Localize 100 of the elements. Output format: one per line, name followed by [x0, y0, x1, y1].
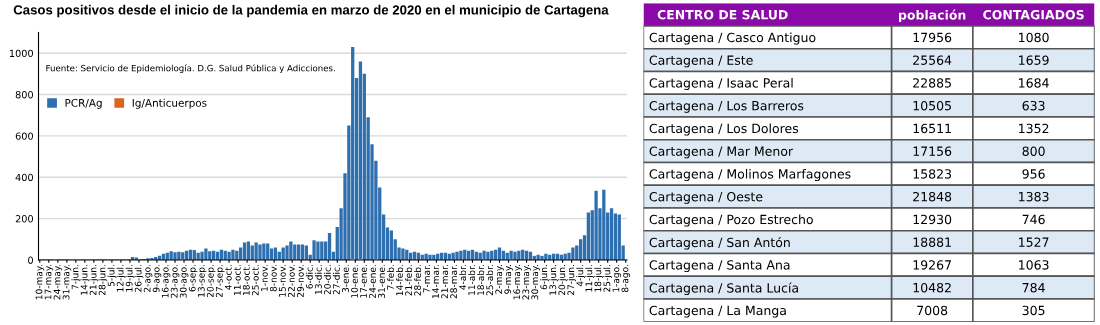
x-tick-label: 17-may.: [44, 265, 54, 300]
data-label: 16511: [913, 123, 951, 134]
x-tick-label: 10-ene.: [351, 265, 358, 298]
series-label: CONTAGIADOS: [983, 9, 1084, 20]
data-label: 633: [1022, 100, 1045, 111]
x-tick-label: 16-ago.: [161, 265, 171, 298]
x-tick-label: 14-mar.: [432, 265, 440, 298]
x-tick-label: 9-ago.: [152, 265, 162, 293]
x-tick-label: 16-may.: [513, 265, 522, 300]
x-tick-label: 24-ene.: [369, 265, 376, 298]
x-tick-label: 11-jul.: [585, 265, 595, 292]
category-label: Cartagena / Mar Menor: [649, 146, 794, 159]
x-tick-label: 28-jun.: [98, 265, 108, 296]
x-tick-label: 3-ene.: [342, 265, 349, 293]
data-label: 7008: [917, 305, 948, 316]
legend-label: Ig/Anticuerpos: [132, 98, 207, 109]
x-tick-label: 2-ago.: [143, 265, 153, 292]
category-label: Cartagena / Santa Lucía: [649, 282, 798, 296]
data-label: 305: [1022, 305, 1045, 316]
category-label: Cartagena / Oeste: [649, 191, 763, 204]
x-tick-label: 14-jun.: [80, 265, 90, 295]
x-tick-label: 19-jul.: [125, 265, 135, 292]
data-label: 19267: [913, 260, 951, 270]
x-tick-label: 22-nov.: [287, 265, 295, 298]
data-label: 800: [1022, 146, 1045, 156]
category-label: Cartagena / Casco Antiguo: [649, 32, 816, 45]
legend-label: PCR/Ag: [65, 98, 102, 109]
data-label: 1684: [1019, 78, 1049, 88]
data-label: 15823: [913, 169, 952, 179]
x-tick-label: 12-jul.: [116, 265, 126, 292]
text: CENTRO DE SALUD: [657, 9, 788, 20]
x-tick-label: 26-jul.: [134, 265, 144, 292]
x-tick-label: 14-feb.: [395, 265, 403, 296]
category-label: Cartagena / La Manga: [649, 305, 786, 318]
x-tick-label: 10-may.: [35, 265, 45, 300]
data-label: 22885: [913, 78, 951, 88]
y-tick-label: 0: [28, 256, 33, 264]
x-tick-label: 18-oct.: [242, 265, 250, 295]
data-label: 10482: [913, 282, 951, 293]
x-tick-label: 17-ene.: [360, 265, 367, 298]
x-tick-label: 8-ago.: [621, 265, 631, 293]
category-label: Cartagena / Los Dolores: [649, 123, 799, 136]
x-tick-label: 31-may.: [62, 265, 72, 300]
category-label: Cartagena / Molinos Marfagones: [649, 168, 851, 182]
data-label: 12930: [913, 214, 952, 225]
data-label: 1527: [1019, 237, 1049, 247]
x-tick-label: 5-jul.: [107, 265, 117, 287]
x-tick-label: 20-dic.: [323, 265, 331, 295]
data-label: 1080: [1019, 32, 1049, 43]
data-label: 1383: [1019, 191, 1049, 202]
chart-title: Casos positivos desde el inicio de la pandemia en marzo de 2020 en el municipio de Cartagena: [13, 4, 609, 18]
x-tick-label: 20-jun.: [558, 265, 567, 296]
data-label: 17156: [913, 146, 952, 156]
x-tick-label: 4-jul.: [576, 265, 586, 287]
x-tick-label: 21-jun.: [89, 265, 99, 296]
y-tick-label: 800: [15, 91, 33, 99]
data-label: 1659: [1019, 55, 1049, 65]
x-tick-label: 25-abr.: [486, 265, 494, 296]
x-tick-label: 7-feb.: [386, 265, 394, 290]
x-tick-label: 27-jun.: [567, 265, 576, 296]
annotation: Fuente: Servicio de Epidemiología. D.G. Salud Pública y Adicciones.: [46, 64, 335, 74]
data-label: 25564: [913, 55, 952, 65]
x-tick-label: 4-oct.: [225, 265, 232, 290]
data-label: 10505: [913, 100, 951, 111]
x-tick-label: 28-feb.: [414, 265, 421, 296]
x-tick-label: 25-oct.: [251, 265, 259, 296]
x-tick-label: 23-may.: [522, 265, 531, 300]
x-tick-label: 6-jun.: [540, 265, 549, 290]
x-tick-label: 29-nov.: [296, 265, 304, 298]
data-label: 746: [1022, 214, 1045, 225]
data-label: 1063: [1019, 260, 1049, 270]
x-tick-label: 4-abr.: [459, 265, 467, 290]
x-tick-label: 27-dic.: [332, 265, 340, 295]
x-tick-label: 7-jun.: [71, 265, 81, 290]
x-tick-label: 1-nov.: [261, 265, 268, 291]
x-tick-label: 9-may.: [504, 265, 513, 294]
x-tick-label: 30-may.: [531, 265, 540, 300]
category-label: Cartagena / Este: [649, 55, 753, 68]
y-tick-label: 400: [15, 173, 33, 182]
x-tick-label: 6-dic.: [305, 265, 313, 289]
category-label: Cartagena / San Antón: [649, 236, 790, 250]
y-tick-label: 1000: [9, 49, 33, 58]
x-tick-label: 6-sep.: [188, 265, 198, 292]
category-label: Cartagena / Los Barreros: [649, 100, 804, 113]
x-tick-label: 13-jun.: [549, 265, 558, 295]
x-tick-label: 2-may.: [495, 265, 504, 294]
x-tick-label: 1-ago.: [612, 265, 622, 292]
x-tick-label: 21-feb.: [405, 265, 412, 296]
x-tick-label: 13-sep.: [197, 265, 207, 297]
category-label: Cartagena / Pozo Estrecho: [649, 214, 813, 227]
x-tick-label: 8-nov.: [269, 265, 277, 292]
data-label: 17956: [913, 32, 952, 43]
y-tick-label: 600: [15, 132, 33, 140]
category-label: Cartagena / Santa Ana: [649, 260, 790, 273]
data-label: 18881: [913, 237, 951, 247]
x-tick-label: 7-mar.: [423, 265, 431, 293]
y-tick-label: 200: [15, 215, 33, 223]
x-tick-label: 31-ene.: [378, 265, 385, 298]
x-tick-label: 23-ago.: [170, 265, 180, 298]
x-tick-label: 18-jul.: [594, 265, 604, 292]
